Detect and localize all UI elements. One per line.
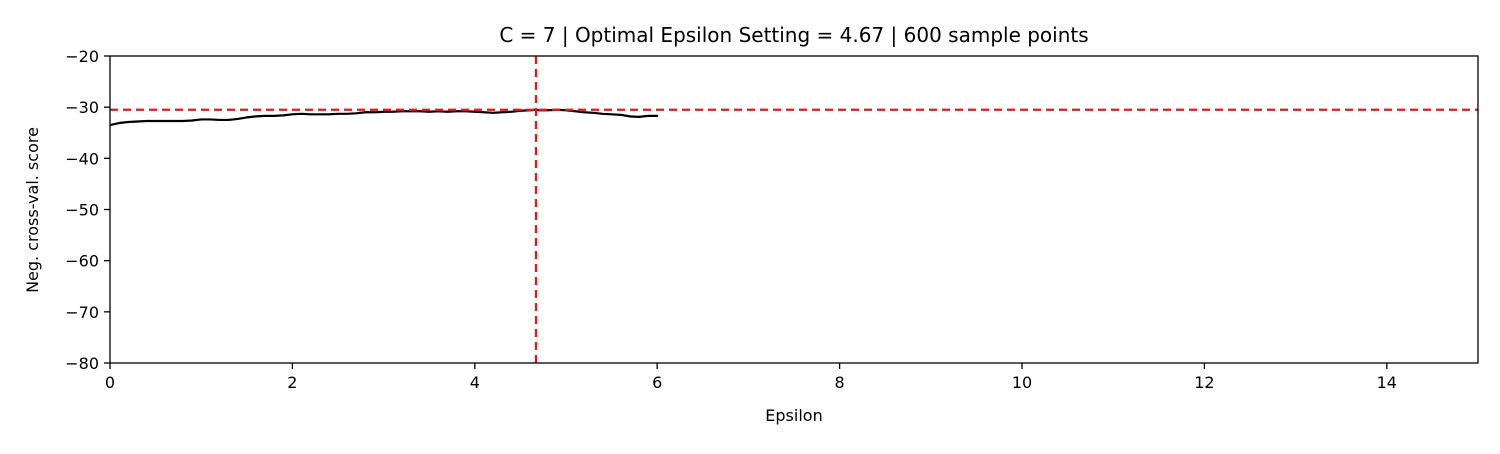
x-tick-label: 10 [1012,373,1032,392]
x-axis: 0 2 4 6 8 10 12 14 [105,363,1397,392]
y-tick-label: −70 [65,303,99,322]
y-tick-label: −50 [65,201,99,220]
y-axis-label: Neg. cross-val. score [23,127,42,293]
x-tick-label: 6 [652,373,662,392]
plot-area [109,55,1479,364]
score-series-line [110,108,659,127]
x-tick-label: 4 [470,373,480,392]
x-axis-label: Epsilon [765,406,822,425]
x-tick-label: 8 [835,373,845,392]
x-tick-label: 0 [105,373,115,392]
x-tick-label: 12 [1194,373,1214,392]
x-tick-label: 14 [1377,373,1397,392]
y-tick-label: −60 [65,252,99,271]
y-tick-label: −80 [65,354,99,373]
y-axis: −80 −70 −60 −50 −40 −30 −20 [65,47,110,373]
plot-frame [109,55,1479,364]
y-tick-label: −40 [65,149,99,168]
y-tick-label: −30 [65,98,99,117]
x-tick-label: 2 [287,373,297,392]
chart-title: C = 7 | Optimal Epsilon Setting = 4.67 |… [499,23,1088,47]
y-tick-label: −20 [65,47,99,66]
